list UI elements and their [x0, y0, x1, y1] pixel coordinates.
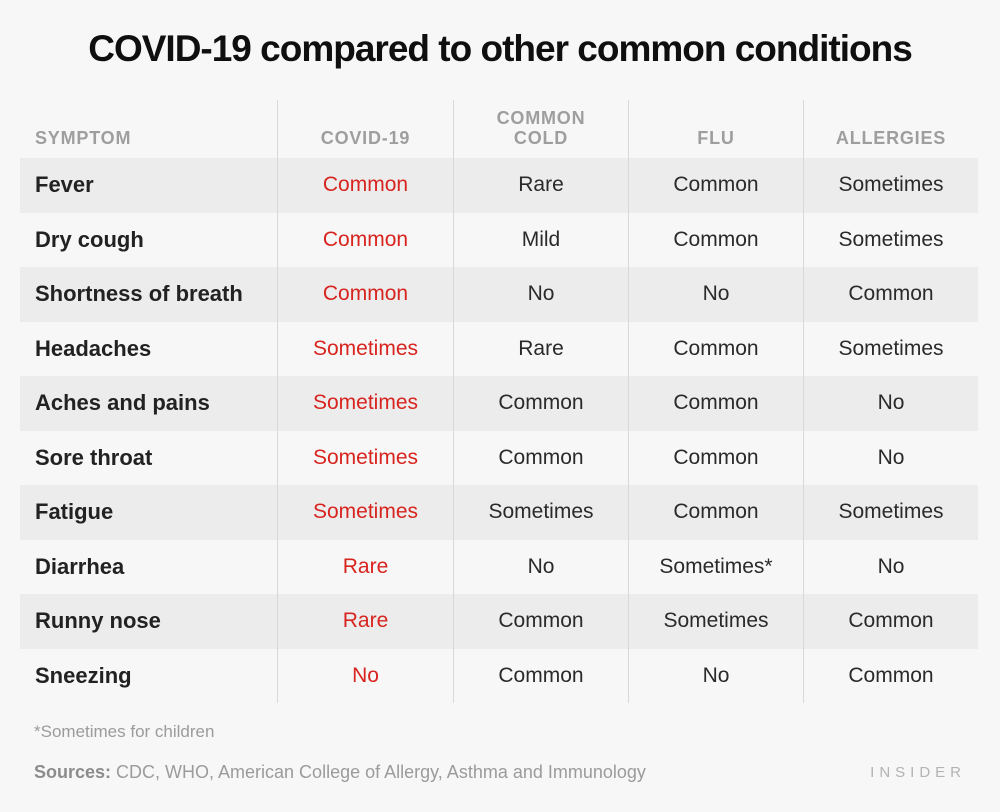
common-cold-value-cell: Common [453, 430, 628, 485]
table-row: Dry cough Common Mild Common Sometimes [20, 212, 978, 267]
column-header-allergies: ALLERGIES [803, 100, 978, 158]
symptom-cell: Fever [20, 158, 277, 213]
covid19-value-cell: No [277, 648, 453, 703]
allergies-value-cell: No [803, 376, 978, 431]
symptom-cell: Runny nose [20, 594, 277, 649]
common-cold-value-cell: Rare [453, 158, 628, 213]
column-header-covid19: COVID-19 [277, 100, 453, 158]
allergies-value-cell: No [803, 539, 978, 594]
table-header-row: SYMPTOM COVID-19 COMMON COLD FLU ALLERGI… [20, 100, 978, 158]
common-cold-value-cell: No [453, 267, 628, 322]
covid19-value-cell: Sometimes [277, 485, 453, 540]
column-header-flu: FLU [628, 100, 803, 158]
common-cold-value-cell: Common [453, 648, 628, 703]
flu-value-cell: No [628, 267, 803, 322]
symptom-cell: Dry cough [35, 226, 144, 252]
common-cold-value-cell: Sometimes [453, 485, 628, 540]
allergies-value-cell: No [803, 430, 978, 485]
symptom-cell: Diarrhea [35, 553, 125, 579]
table-row: Sore throat Sometimes Common Common No [20, 430, 978, 485]
allergies-value-cell: Sometimes [803, 158, 978, 213]
flu-value-cell: Common [628, 212, 803, 267]
common-cold-value-cell: Rare [453, 321, 628, 376]
table-row: Runny nose Rare Common Sometimes Common [20, 594, 978, 649]
footnote: *Sometimes for children [34, 722, 215, 741]
symptom-cell: Shortness of breath [20, 267, 277, 322]
sources-line: Sources: CDC, WHO, American College of A… [34, 762, 646, 783]
covid19-value-cell: Common [277, 267, 453, 322]
covid19-value-cell: Common [277, 158, 453, 213]
table-row: Fever Common Rare Common Sometimes [20, 158, 978, 213]
allergies-value-cell: Common [803, 648, 978, 703]
table-row: Fatigue Sometimes Sometimes Common Sometimes [20, 485, 978, 540]
column-header-common-cold: COMMON COLD [453, 100, 628, 158]
symptom-cell: Aches and pains [20, 376, 277, 431]
flu-value-cell: Common [628, 321, 803, 376]
common-cold-value-cell: Mild [453, 212, 628, 267]
allergies-value-cell: Sometimes [803, 485, 978, 540]
table-row: Shortness of breath Common No No Common [20, 267, 978, 322]
flu-value-cell: Common [628, 485, 803, 540]
flu-value-cell: Common [628, 158, 803, 213]
flu-value-cell: Sometimes* [628, 539, 803, 594]
table-row: Headaches Sometimes Rare Common Sometimes [20, 321, 978, 376]
allergies-value-cell: Sometimes [803, 212, 978, 267]
page-title: COVID-19 compared to other common condit… [88, 28, 913, 69]
flu-value-cell: No [628, 648, 803, 703]
symptom-cell: Fatigue [20, 485, 277, 540]
common-cold-value-cell: No [453, 539, 628, 594]
allergies-value-cell: Common [803, 267, 978, 322]
column-header-symptom: SYMPTOM [35, 128, 132, 149]
flu-value-cell: Common [628, 376, 803, 431]
covid19-value-cell: Sometimes [277, 321, 453, 376]
common-cold-value-cell: Common [453, 376, 628, 431]
covid19-value-cell: Rare [277, 539, 453, 594]
flu-value-cell: Sometimes [628, 594, 803, 649]
covid19-value-cell: Common [277, 212, 453, 267]
symptom-cell: Headaches [35, 335, 152, 361]
sources-text: CDC, WHO, American College of Allergy, A… [111, 762, 646, 782]
common-cold-value-cell: Common [453, 594, 628, 649]
covid19-value-cell: Sometimes [277, 376, 453, 431]
symptom-comparison-table: SYMPTOM COVID-19 COMMON COLD FLU ALLERGI… [20, 100, 978, 703]
insider-logo: INSIDER [870, 764, 966, 781]
allergies-value-cell: Sometimes [803, 321, 978, 376]
table-body: Fever Common Rare Common Sometimes Dry cough C… [20, 158, 978, 703]
covid19-value-cell: Rare [277, 594, 453, 649]
table-row: Diarrhea Rare No Sometimes* No [20, 539, 978, 594]
table-row: Sneezing No Common No Common [20, 648, 978, 703]
symptom-cell: Sore throat [35, 444, 153, 470]
symptom-cell: Sneezing [35, 662, 132, 688]
table-row: Aches and pains Sometimes Common Common No [20, 376, 978, 431]
flu-value-cell: Common [628, 430, 803, 485]
sources-label: Sources: [34, 762, 112, 782]
allergies-value-cell: Common [803, 594, 978, 649]
covid19-value-cell: Sometimes [277, 430, 453, 485]
